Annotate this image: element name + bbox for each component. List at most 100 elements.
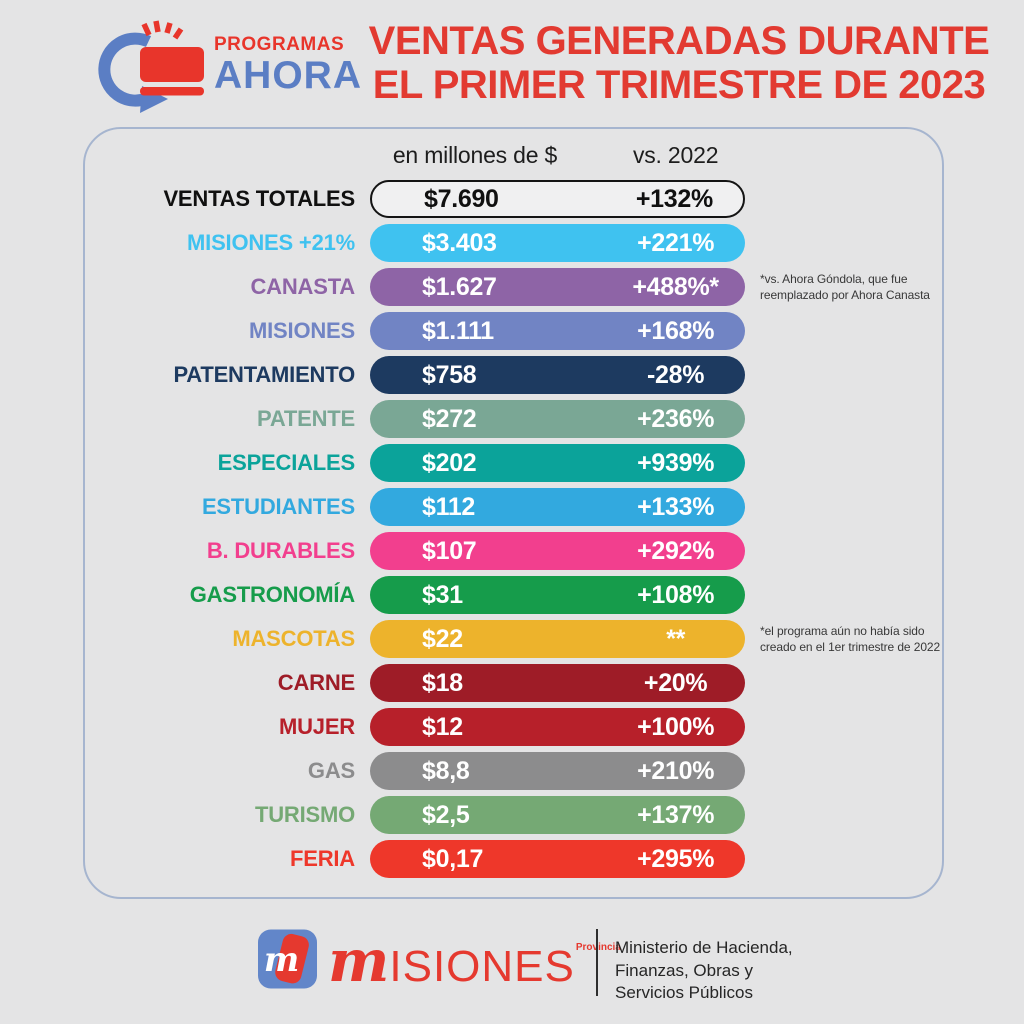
vs-2022-value: +108% <box>637 580 715 609</box>
brand-text: PROGRAMAS AHORA <box>214 34 362 96</box>
sales-value: $31 <box>422 580 463 609</box>
program-label: MISIONES <box>249 318 355 343</box>
program-label: FERIA <box>289 846 355 871</box>
program-label: MASCOTAS <box>232 626 355 651</box>
program-label: MISIONES +21% <box>187 230 355 255</box>
vs-2022-value: ** <box>666 624 686 653</box>
table-row: MASCOTAS $22 ** *el programa aún no habí… <box>85 617 942 661</box>
value-pill: $272 +236% <box>370 400 745 438</box>
sales-value: $12 <box>422 712 463 741</box>
program-label: B. DURABLES <box>206 538 355 563</box>
table-row: MISIONES $1.111 +168% <box>85 309 942 353</box>
program-label: ESPECIALES <box>217 450 356 475</box>
program-label: PATENTAMIENTO <box>173 362 355 387</box>
circular-arrow-card-icon <box>98 20 204 113</box>
misiones-logo-icon: m <box>258 929 317 989</box>
vs-2022-value: +295% <box>637 844 715 873</box>
table-row: GASTRONOMÍA $31 +108% <box>85 573 942 617</box>
table-row: TURISMO $2,5 +137% <box>85 793 942 837</box>
sales-value: $758 <box>422 360 477 389</box>
program-label: VENTAS TOTALES <box>163 186 355 211</box>
sales-value: $18 <box>422 668 463 697</box>
program-label: CANASTA <box>250 274 355 299</box>
program-label: MUJER <box>278 714 355 739</box>
page-title: VENTAS GENERADAS DURANTE EL PRIMER TRIME… <box>368 19 990 107</box>
column-header-vs-2022: vs. 2022 <box>632 141 719 168</box>
table-row: ESPECIALES $202 +939% <box>85 441 942 485</box>
value-pill: $0,17 +295% <box>370 840 745 878</box>
value-pill: $3.403 +221% <box>370 224 745 262</box>
value-pill: $12 +100% <box>370 708 745 746</box>
value-pill: $1.627 +488%* <box>370 268 745 306</box>
value-pill: $8,8 +210% <box>370 752 745 790</box>
program-label: TURISMO <box>254 802 355 827</box>
programas-ahora-logo: PROGRAMAS AHORA <box>90 18 362 114</box>
sales-value: $3.403 <box>422 228 497 257</box>
brand-programas-label: PROGRAMAS <box>214 34 345 55</box>
page-title-line1: VENTAS GENERADAS DURANTE <box>368 19 990 63</box>
vs-2022-value: +168% <box>637 316 715 345</box>
sales-value: $202 <box>422 448 477 477</box>
rows: VENTAS TOTALES $7.690 +132% MISIONES +21… <box>85 177 942 881</box>
vs-2022-value: +939% <box>637 448 715 477</box>
ministry-line1: Ministerio de Hacienda, <box>615 938 793 957</box>
program-label: ESTUDIANTES <box>201 494 355 519</box>
footer-divider <box>596 929 598 996</box>
sales-value: $22 <box>422 624 463 653</box>
svg-text:m: m <box>264 940 299 979</box>
misiones-rest: ISIONES <box>389 942 575 991</box>
value-pill: $202 +939% <box>370 444 745 482</box>
vs-2022-value: -28% <box>647 360 705 389</box>
table-row: ESTUDIANTES $112 +133% <box>85 485 942 529</box>
value-pill: $112 +133% <box>370 488 745 526</box>
sales-value: $7.690 <box>424 184 499 213</box>
vs-2022-value: +133% <box>637 492 715 521</box>
column-header-millions: en millones de $ <box>392 141 558 168</box>
misiones-script-m: m <box>328 927 390 995</box>
table-row: B. DURABLES $107 +292% <box>85 529 942 573</box>
table-row: FERIA $0,17 +295% <box>85 837 942 881</box>
sales-value: $107 <box>422 536 477 565</box>
table-row: PATENTE $272 +236% <box>85 397 942 441</box>
sales-value: $112 <box>422 492 476 521</box>
vs-2022-value: +236% <box>637 404 715 433</box>
table-row: CARNE $18 +20% <box>85 661 942 705</box>
value-pill: $2,5 +137% <box>370 796 745 834</box>
value-pill: $107 +292% <box>370 532 745 570</box>
vs-2022-value: +132% <box>635 184 713 213</box>
value-pill: $18 +20% <box>370 664 745 702</box>
sales-value: $2,5 <box>422 800 470 829</box>
table-row: VENTAS TOTALES $7.690 +132% <box>85 177 942 221</box>
table-row: CANASTA $1.627 +488%* *vs. Ahora Góndola… <box>85 265 942 309</box>
program-label: PATENTE <box>256 406 355 431</box>
program-label: GASTRONOMÍA <box>189 582 355 607</box>
table-row: MISIONES +21% $3.403 +221% <box>85 221 942 265</box>
sales-value: $1.627 <box>422 272 497 301</box>
vs-2022-value: +100% <box>637 712 715 741</box>
value-pill: $1.111 +168% <box>370 312 745 350</box>
ministry-line2: Finanzas, Obras y <box>615 960 753 980</box>
value-pill: $31 +108% <box>370 576 745 614</box>
value-pill: $758 -28% <box>370 356 745 394</box>
value-pill: $22 ** <box>370 620 745 658</box>
value-pill: $7.690 +132% <box>370 180 745 218</box>
sales-value: $272 <box>422 404 477 433</box>
vs-2022-value: +221% <box>637 228 715 257</box>
program-label: GAS <box>307 758 355 783</box>
table-row: MUJER $12 +100% <box>85 705 942 749</box>
program-label: CARNE <box>277 670 355 695</box>
vs-2022-value: +137% <box>637 800 715 829</box>
vs-2022-value: +292% <box>637 536 715 565</box>
table-row: GAS $8,8 +210% <box>85 749 942 793</box>
sales-value: $1.111 <box>422 316 494 345</box>
column-headers: en millones de $ vs. 2022 <box>85 133 942 177</box>
misiones-logotype: m ISIONES Provincia <box>328 930 621 992</box>
vs-2022-value: +20% <box>643 668 708 697</box>
provincia-mark: Provincia <box>575 942 621 953</box>
sales-value: $8,8 <box>422 756 470 785</box>
sales-value: $0,17 <box>422 844 484 873</box>
ministry-line3: Servicios Públicos <box>615 983 753 1003</box>
table-row: PATENTAMIENTO $758 -28% <box>85 353 942 397</box>
page-title-line2: EL PRIMER TRIMESTRE DE 2023 <box>372 62 986 107</box>
